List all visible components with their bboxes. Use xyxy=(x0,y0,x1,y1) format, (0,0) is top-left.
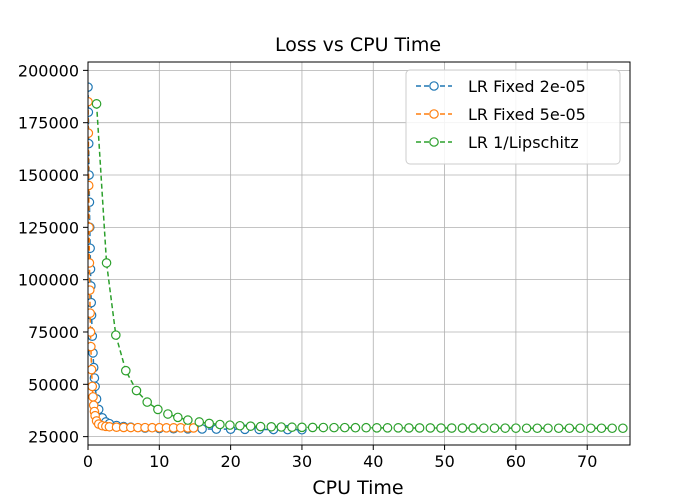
data-point xyxy=(88,138,94,149)
data-point xyxy=(255,421,266,432)
data-point xyxy=(318,422,329,433)
x-tick-label: 10 xyxy=(149,452,169,471)
data-point xyxy=(88,258,95,268)
data-point xyxy=(183,415,193,425)
data-point xyxy=(101,258,112,268)
legend-entry: LR Fixed 2e-05 xyxy=(416,77,586,96)
legend-marker xyxy=(429,81,439,91)
x-tick-label: 50 xyxy=(434,452,454,471)
data-point xyxy=(153,404,163,415)
data-point xyxy=(339,422,350,433)
y-tick-label: 25000 xyxy=(28,428,79,447)
data-point xyxy=(585,423,596,434)
data-point xyxy=(393,423,404,433)
data-point xyxy=(173,412,183,423)
series-2 xyxy=(88,96,199,433)
data-point xyxy=(287,422,297,433)
data-point xyxy=(607,423,617,434)
data-point xyxy=(618,423,628,434)
x-tick-label: 20 xyxy=(220,452,240,471)
x-tick-label: 40 xyxy=(363,452,383,471)
legend-label: LR 1/Lipschitz xyxy=(468,133,579,152)
data-point xyxy=(142,397,152,407)
data-point xyxy=(88,341,96,352)
legend: LR Fixed 2e-05 LR Fixed 5e-05 LR 1/Lipschi… xyxy=(405,69,621,165)
data-point xyxy=(131,385,142,396)
y-tick-label: 200000 xyxy=(18,61,79,80)
data-point xyxy=(266,421,277,432)
plot-frame xyxy=(87,61,631,446)
data-point xyxy=(88,327,96,337)
legend-marker xyxy=(429,137,439,147)
legend-entry: LR Fixed 5e-05 xyxy=(416,105,586,124)
data-point xyxy=(204,418,215,429)
y-tick-label: 100000 xyxy=(18,271,79,290)
data-point xyxy=(350,422,361,433)
data-point xyxy=(88,285,95,295)
data-point xyxy=(111,330,121,340)
data-point xyxy=(91,99,102,109)
data-point xyxy=(235,420,245,431)
data-point xyxy=(436,423,446,433)
y-tick-label: 50000 xyxy=(28,375,79,394)
data-point xyxy=(543,423,553,434)
data-point xyxy=(361,422,371,433)
chart-title: Loss vs CPU Time xyxy=(275,34,441,56)
data-point xyxy=(596,423,607,434)
x-tick-label: 60 xyxy=(506,452,526,471)
data-point xyxy=(329,422,339,433)
data-point xyxy=(500,423,510,433)
legend-label: LR Fixed 5e-05 xyxy=(468,105,586,124)
y-tick-label: 150000 xyxy=(18,166,79,185)
data-point xyxy=(532,423,543,434)
data-point xyxy=(404,423,414,433)
x-tick-label: 30 xyxy=(292,452,312,471)
legend-label: LR Fixed 2e-05 xyxy=(468,77,586,96)
data-point xyxy=(511,423,521,433)
data-point xyxy=(382,423,393,433)
series-3 xyxy=(91,99,628,434)
data-point xyxy=(457,423,468,433)
data-point xyxy=(120,365,131,376)
data-point xyxy=(188,423,199,433)
data-point xyxy=(446,423,457,433)
data-point xyxy=(575,423,585,434)
data-point xyxy=(88,308,95,318)
data-point xyxy=(479,423,489,433)
data-point xyxy=(163,409,173,419)
data-point xyxy=(88,222,94,233)
legend-entry: LR 1/Lipschitz xyxy=(416,133,579,152)
x-tick-label: 70 xyxy=(577,452,597,471)
data-point xyxy=(489,423,500,433)
data-point xyxy=(194,417,205,427)
data-point xyxy=(276,422,287,432)
data-point xyxy=(425,423,436,433)
data-point xyxy=(215,419,225,430)
data-point xyxy=(225,420,235,430)
x-axis-title: CPU Time xyxy=(312,477,403,499)
y-tick-label: 125000 xyxy=(18,218,79,237)
data-point xyxy=(88,364,97,375)
data-point xyxy=(307,422,318,433)
axis-ticks: 0 10 20 30 40 50 60 70 25000 50000 75000 100000 1250… xyxy=(18,61,597,471)
data-point xyxy=(88,381,98,392)
data-point xyxy=(521,423,532,434)
data-point xyxy=(88,180,94,191)
plot-series xyxy=(88,82,628,435)
x-tick-label: 0 xyxy=(83,452,93,471)
y-tick-label: 175000 xyxy=(18,114,79,133)
data-point xyxy=(88,392,98,402)
data-point xyxy=(372,423,382,433)
legend-marker xyxy=(429,109,439,119)
data-point xyxy=(297,422,307,433)
data-point xyxy=(553,423,564,434)
y-tick-label: 75000 xyxy=(28,323,79,342)
data-point xyxy=(245,421,256,431)
data-point xyxy=(564,423,575,434)
legend-box xyxy=(405,69,621,165)
data-point xyxy=(468,423,478,433)
data-point xyxy=(414,423,425,433)
